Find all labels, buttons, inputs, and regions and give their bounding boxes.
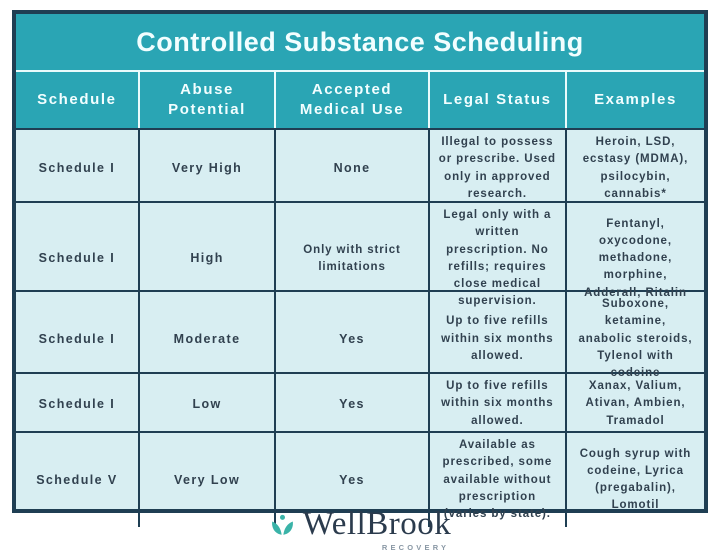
cell-medical-use: None [274,130,427,207]
cell-schedule: Schedule I [38,161,116,176]
table-row: Schedule V Very Low Yes Available as pre… [16,431,704,528]
cell-legal-status: Up to five refills within six months all… [427,292,565,387]
cell-schedule: Schedule I [38,331,116,346]
cell-medical-use: Yes [274,292,427,387]
cell-schedule: Schedule I [38,396,116,411]
column-header-abuse-potential: Abuse Potential [137,72,275,128]
cell-examples: Suboxone, ketamine, anabolic steroids, T… [565,292,704,387]
cell-schedule: Schedule I [38,251,116,266]
cell-examples: Xanax, Valium, Ativan, Ambien, Tramadol [565,374,704,434]
column-header-examples: Examples [565,72,704,128]
cell-examples: Heroin, LSD, ecstasy (MDMA), psilocybin,… [565,130,704,207]
title-band: Controlled Substance Scheduling [16,14,704,72]
table-row: Schedule I Low Yes Up to five refills wi… [16,372,704,434]
cell-abuse-potential: Very Low [137,433,275,528]
cell-legal-status: Available as prescribed, some available … [427,433,565,528]
cell-legal-status: Up to five refills within six months all… [427,374,565,434]
cell-abuse-potential: Very High [137,130,275,207]
cell-examples: Fentanyl, oxycodone, methadone, morphine… [565,203,704,315]
cell-medical-use: Only with strict limitations [274,203,427,315]
page-title: Controlled Substance Scheduling [136,26,584,57]
cell-medical-use: Yes [274,433,427,528]
brand-wordmark: WellBrook RECOVERY [302,505,452,552]
column-header-legal-status: Legal Status [427,72,565,128]
table-row: Schedule I Moderate Yes Up to five refil… [16,290,704,387]
cell-schedule: Schedule V [36,472,118,487]
cell-medical-use: Yes [274,374,427,434]
column-header-medical-use: Accepted Medical Use [274,72,427,128]
lotus-icon [271,514,293,535]
cell-abuse-potential: Low [137,374,275,434]
scheduling-table-poster: Controlled Substance Scheduling Schedule… [12,10,708,528]
brand-name: WellBrook [302,505,452,542]
column-header-schedule: Schedule [37,90,117,108]
cell-legal-status: Illegal to possess or prescribe. Used on… [427,130,565,207]
cell-examples: Cough syrup with codeine, Lyrica (pregab… [565,433,704,528]
footer-logo: WellBrook RECOVERY [0,503,720,556]
cell-abuse-potential: High [137,203,275,315]
table-row: Schedule I Very High None Illegal to pos… [16,128,704,207]
cell-legal-status: Legal only with a written prescription. … [427,203,565,315]
brand-tagline: RECOVERY [381,542,450,552]
table-header-row: Schedule Abuse Potential Accepted Medica… [16,72,704,128]
cell-abuse-potential: Moderate [137,292,275,387]
table-row: Schedule I High Only with strict limitat… [16,201,704,315]
